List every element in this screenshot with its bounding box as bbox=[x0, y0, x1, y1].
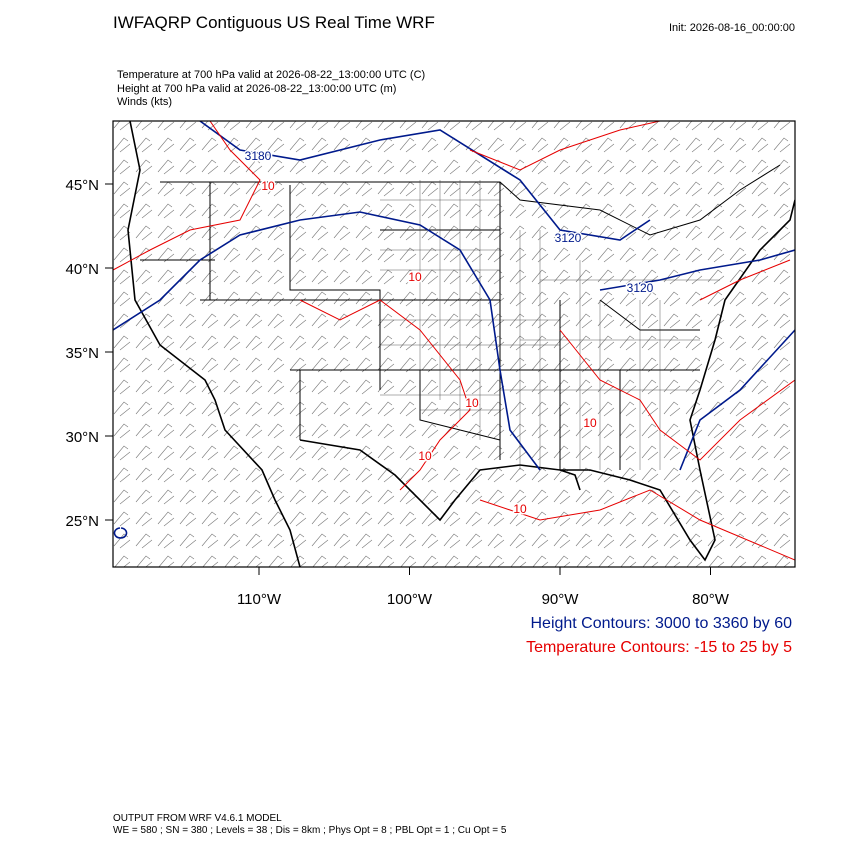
height-contour-label: 3120 bbox=[555, 231, 582, 245]
temperature-contour-label: 10 bbox=[513, 502, 527, 516]
field-label: Height at 700 hPa valid at 2026-08-22_13… bbox=[117, 83, 396, 95]
lat-tick-label: 30°N bbox=[65, 429, 99, 446]
lon-tick-label: 110°W bbox=[237, 591, 282, 608]
lon-tick-label: 100°W bbox=[387, 591, 433, 608]
temperature-contour-label: 10 bbox=[418, 449, 432, 463]
lon-tick-label: 90°W bbox=[542, 591, 580, 608]
map-frame bbox=[112, 120, 796, 568]
height-legend: Height Contours: 3000 to 3360 by 60 bbox=[530, 615, 792, 632]
lat-tick-label: 25°N bbox=[65, 513, 99, 530]
field-label: Temperature at 700 hPa valid at 2026-08-… bbox=[117, 69, 425, 81]
footer-model: OUTPUT FROM WRF V4.6.1 MODEL bbox=[113, 813, 282, 824]
coastline bbox=[127, 121, 795, 567]
field-label: Winds (kts) bbox=[117, 96, 172, 108]
temperature-contour-label: 10 bbox=[261, 179, 275, 193]
init-time: Init: 2026-08-16_00:00:00 bbox=[669, 22, 795, 34]
title: IWFAQRP Contiguous US Real Time WRF bbox=[113, 13, 435, 32]
temperature-contour bbox=[113, 121, 795, 561]
lon-tick-label: 80°W bbox=[692, 591, 730, 608]
wind-barbs bbox=[113, 121, 795, 567]
height-contour-label: 3120 bbox=[627, 281, 654, 295]
lat-tick-label: 45°N bbox=[65, 177, 99, 194]
height-contour bbox=[113, 121, 795, 539]
lat-tick-label: 40°N bbox=[65, 261, 99, 278]
county-lines bbox=[380, 180, 720, 470]
map-area bbox=[113, 121, 795, 567]
temperature-contour-label: 10 bbox=[408, 270, 422, 284]
temperature-legend: Temperature Contours: -15 to 25 by 5 bbox=[526, 639, 792, 656]
temperature-contour-label: 10 bbox=[583, 416, 597, 430]
height-contour-label: 3180 bbox=[245, 149, 272, 163]
lat-tick-label: 35°N bbox=[65, 345, 99, 362]
temperature-contour-label: 10 bbox=[465, 396, 479, 410]
footer-config: WE = 580 ; SN = 380 ; Levels = 38 ; Dis … bbox=[113, 825, 507, 836]
